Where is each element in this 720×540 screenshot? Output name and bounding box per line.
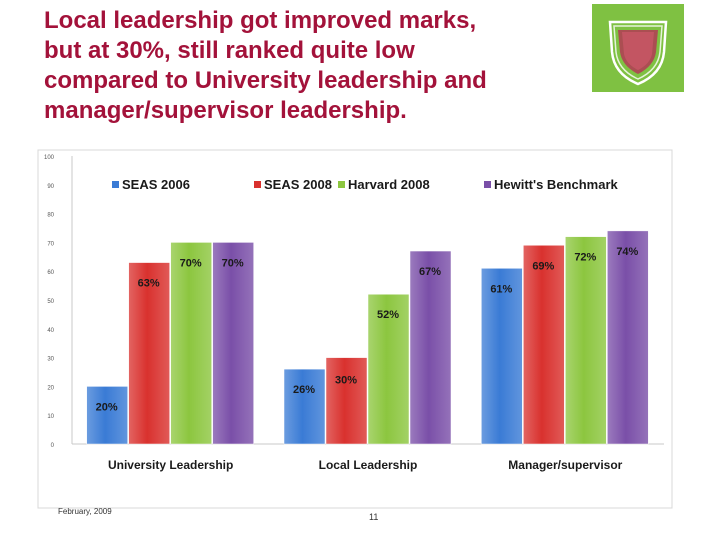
legend-swatch	[112, 181, 119, 188]
bar-data-label: 61%	[490, 283, 512, 295]
legend-swatch	[338, 181, 345, 188]
title-line-2: but at 30%, still ranked quite low	[44, 37, 415, 64]
bar-data-label: 74%	[616, 246, 638, 258]
x-category-label: Manager/supervisor	[508, 458, 622, 472]
bar	[283, 368, 326, 445]
bar	[523, 245, 565, 445]
bar-data-label: 67%	[419, 266, 441, 278]
bar	[325, 357, 368, 445]
bar-data-label: 69%	[532, 260, 554, 272]
bars	[86, 230, 649, 445]
y-tick-label: 30	[47, 357, 54, 363]
y-tick-label: 20	[47, 385, 54, 391]
bar	[128, 262, 170, 445]
bar	[565, 236, 607, 445]
legend-entry: Hewitt's Benchmark	[494, 177, 619, 192]
legend-entry: SEAS 2006	[122, 177, 190, 192]
x-axis: University Leadership Local Leadership Man…	[108, 458, 623, 472]
y-tick-label: 60	[47, 270, 54, 276]
legend-entry: SEAS 2008	[264, 177, 332, 192]
bar	[212, 242, 254, 445]
title-line-3: compared to University leadership and	[44, 67, 487, 94]
y-tick-label: 50	[47, 299, 54, 305]
bar-data-label: 72%	[574, 252, 596, 264]
bar-data-label: 30%	[335, 375, 357, 387]
bar	[607, 230, 649, 445]
bar	[409, 250, 452, 445]
y-tick-label: 80	[47, 213, 54, 219]
shield-logo-icon	[592, 4, 684, 92]
y-tick-label: 90	[47, 184, 54, 190]
title-line-4: manager/supervisor leadership.	[44, 97, 407, 124]
y-tick-label: 0	[51, 443, 55, 449]
bar	[367, 293, 410, 445]
bar-labels: 20% 63% 70% 70% 26% 30% 52% 67% 61% 69% 72% 74%	[96, 246, 639, 414]
y-tick-label: 40	[47, 328, 54, 334]
y-tick-label: 100	[44, 155, 55, 161]
page-number: 11	[369, 512, 379, 522]
bar	[86, 386, 128, 445]
chart-area: 0 10 20 30 40 50 60 70 80 90 100 20% 63% 70% 70% 26% 30…	[32, 148, 674, 510]
y-tick-label: 70	[47, 241, 54, 247]
legend-swatch	[254, 181, 261, 188]
bar-data-label: 52%	[377, 309, 399, 321]
bar-data-label: 70%	[180, 257, 202, 269]
legend: SEAS 2006 SEAS 2008 Harvard 2008 Hewitt's B…	[112, 177, 619, 192]
legend-swatch	[484, 181, 491, 188]
legend-entry: Harvard 2008	[348, 177, 430, 192]
footer-date: February, 2009	[58, 507, 112, 516]
x-category-label: University Leadership	[108, 458, 233, 472]
bar	[481, 268, 523, 445]
bar-data-label: 63%	[138, 278, 160, 290]
bar-chart: 0 10 20 30 40 50 60 70 80 90 100 20% 63% 70% 70% 26% 30…	[37, 149, 673, 509]
x-category-label: Local Leadership	[319, 458, 418, 472]
bar	[170, 242, 212, 445]
bar-data-label: 26%	[293, 384, 315, 396]
title-line-1: Local leadership got improved marks,	[44, 7, 477, 34]
bar-data-label: 70%	[222, 257, 244, 269]
slide-title: Local leadership got improved marks, but…	[44, 6, 584, 126]
bar-data-label: 20%	[96, 401, 118, 413]
y-tick-label: 10	[47, 414, 54, 420]
